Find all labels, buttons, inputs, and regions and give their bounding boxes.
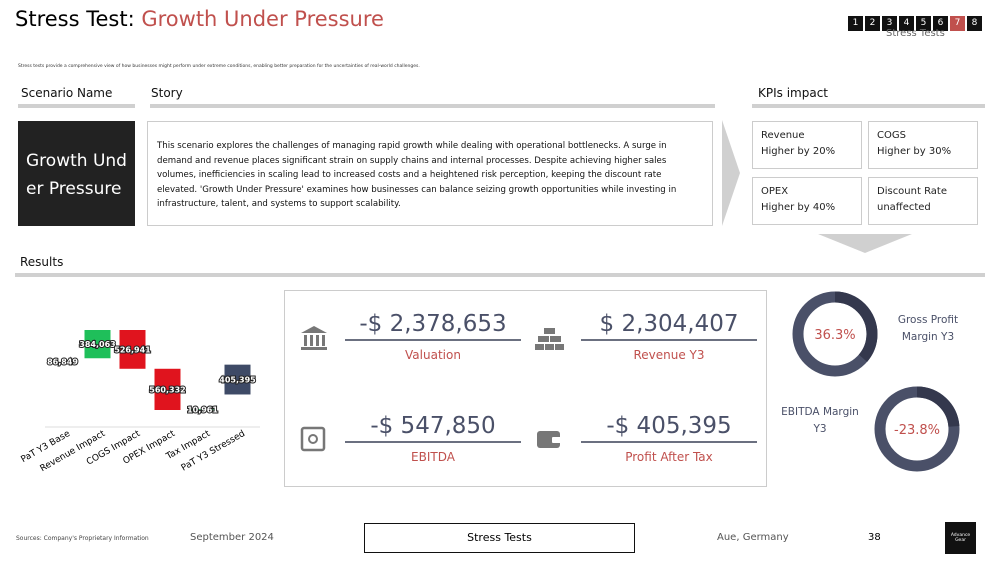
x-tick-label: PaT Y3 Stressed [180,429,247,474]
story-text: This scenario explores the challenges of… [147,121,713,226]
metrics-panel: -$ 2,378,653 Valuation $ 2,304,407 Revenue … [284,290,767,487]
divider [752,104,985,108]
page-tab: 6 [933,16,948,31]
divider [15,273,985,277]
bank-icon [301,326,327,350]
date: September 2024 [190,532,274,543]
page-tab: 7 [950,16,965,31]
data-label: 405,395 [219,376,256,385]
kpi-name: Revenue [761,130,805,141]
down-arrow [818,234,912,253]
donut-arc [792,291,878,377]
page-tab: 4 [899,16,914,31]
sources: Sources: Company's Proprietary Informati… [16,535,149,542]
page-tab: 8 [967,16,982,31]
donut-charts: 36.3% Gross Profit Margin Y3 -23.8% EBITDA … [781,291,960,472]
safe-icon [300,426,326,452]
footer-section: Stress Tests [364,523,635,553]
heading: KPIs impact [758,86,829,100]
bar [189,409,216,411]
kpi-desc: unaffected [877,202,931,213]
kpi-card: Revenue Higher by 20% [752,121,862,169]
page-tab: 2 [865,16,880,31]
bar [119,330,146,369]
kpi-name: Discount Rate [877,186,948,197]
location: Aue, Germany [717,532,789,543]
metric-label: Valuation [405,348,461,362]
donut-label: Gross Profit Margin Y3 [897,314,959,343]
donut-value: 36.3% [814,328,855,343]
scenario-name: Growth Under Pressure [18,121,135,226]
intro: Stress tests provide a comprehensive vie… [18,64,420,69]
metric-label: Revenue Y3 [633,348,705,362]
heading: Story [151,86,183,100]
divider [18,104,135,108]
page-tab: 5 [916,16,931,31]
title-prefix: Stress Test: [15,7,135,31]
heading: Results [20,255,64,269]
metric-value: -$ 547,850 [345,413,521,443]
bricks-icon [535,328,564,350]
kpi-desc: Higher by 30% [877,146,952,157]
data-label: 384,063 [79,340,115,349]
kpi-desc: Higher by 40% [761,202,836,213]
donut-label-box: EBITDA Margin Y3 [781,406,859,435]
divider [150,104,715,108]
section-label: Stress Tests [886,28,945,39]
kpi-desc: Higher by 20% [761,146,836,157]
wallet-icon [537,431,561,448]
metric-label: EBITDA [411,450,455,464]
kpi-name: COGS [877,130,906,141]
heading: Scenario Name [21,86,113,100]
metric-value: $ 2,304,407 [581,311,757,341]
donut-value: -23.8% [894,423,940,438]
bar [154,368,181,410]
kpi-card: COGS Higher by 30% [868,121,978,169]
data-label: 86,849 [47,357,78,366]
page-tab: 1 [848,16,863,31]
title: Stress Test: Growth Under Pressure [15,7,384,31]
data-label: 560,332 [149,385,185,394]
metric-value: -$ 2,378,653 [345,311,521,341]
bar [49,358,76,365]
donut-label: EBITDA Margin Y3 [781,406,859,435]
page-number: 38 [868,532,881,543]
chevron [722,120,740,226]
kpi-card: OPEX Higher by 40% [752,177,862,225]
kpi-name: OPEX [761,186,789,197]
metric-label: Profit After Tax [625,450,713,464]
metric-value: -$ 405,395 [581,413,757,443]
kpi-card: Discount Rate unaffected [868,177,978,225]
donut-arc [874,386,960,472]
page-tab: 3 [882,16,897,31]
data-label: 526,941 [114,345,151,354]
data-label: 10,961 [187,406,218,415]
donut-label-box: Gross Profit Margin Y3 [897,314,959,343]
logo: Advance Gear [945,522,976,554]
bar [224,364,251,395]
bar [84,330,111,359]
title-highlight: Growth Under Pressure [141,7,384,31]
